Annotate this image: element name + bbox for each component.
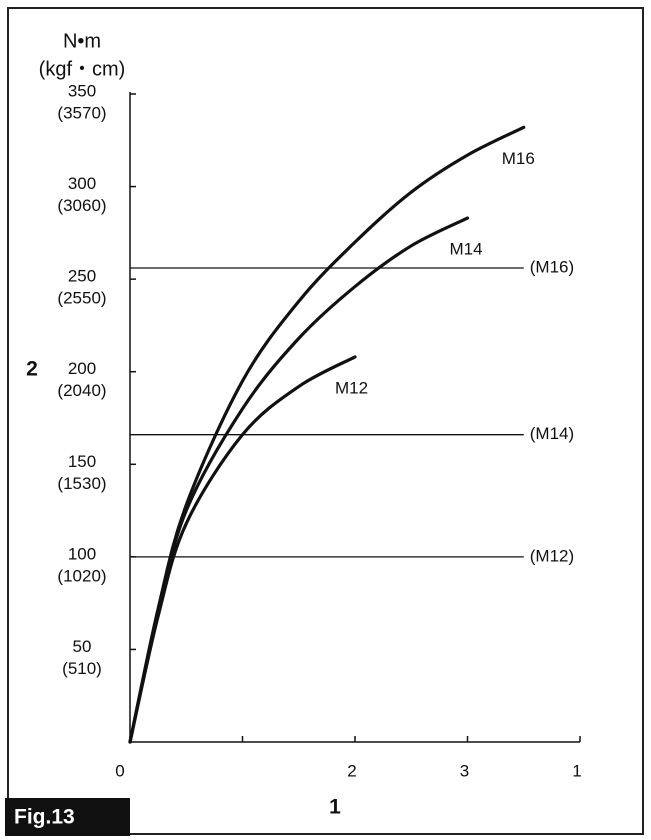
y-tick-label: (510) [62,659,102,678]
y-tick-label: (1530) [57,474,106,493]
x-axis-label: 1 [329,796,341,819]
y-unit: N•m [63,30,101,52]
x-tick-label: 1 [572,761,581,780]
series-label: M14 [450,240,483,259]
y-tick-label: (2550) [57,289,106,308]
y-tick-label: 300 [68,174,96,193]
y-tick-label: 200 [68,359,96,378]
y-tick-label: (2040) [57,381,106,400]
reference-label: (M16) [530,258,574,277]
y-tick-label: (1020) [57,566,106,585]
y-unit: (kgf・cm) [39,58,126,80]
figure-label-box [5,798,130,836]
x-tick-label: 2 [347,761,356,780]
x-tick-label: 3 [460,761,469,780]
y-tick-label: 100 [68,544,96,563]
x-tick-label: 0 [115,761,124,780]
series-label: M16 [502,149,535,168]
y-tick-label: 150 [68,452,96,471]
y-tick-label: (3570) [57,103,106,122]
figure-label: Fig.13 [14,806,75,829]
y-tick-label: (3060) [57,196,106,215]
series-label: M12 [335,378,368,397]
reference-label: (M14) [530,424,574,443]
y-axis-label: 2 [26,358,38,381]
curve [128,216,470,744]
y-tick-label: 50 [73,637,92,656]
reference-label: (M12) [530,546,574,565]
y-tick-label: 250 [68,267,96,286]
frame [7,7,644,835]
curve [128,355,357,744]
y-tick-label: 350 [68,81,96,100]
